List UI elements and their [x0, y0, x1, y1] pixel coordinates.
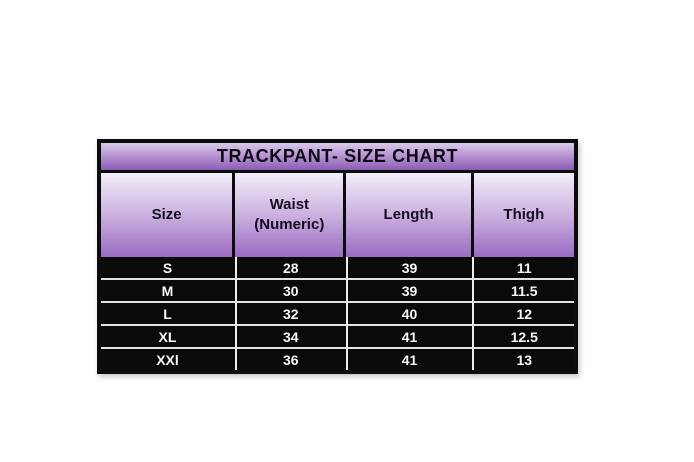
table-body: S 28 39 11 M 30 39 11.5 L 32 40 12 XL 34…: [101, 257, 574, 370]
cell-size: XL: [158, 328, 177, 345]
cell-waist: 32: [235, 303, 345, 324]
table-row-xxl: XXl 36 41 13: [101, 347, 574, 370]
cell-thigh: 13: [472, 349, 574, 370]
chart-title: TRACKPANT- SIZE CHART: [101, 143, 574, 173]
size-chart-table: TRACKPANT- SIZE CHART Size Waist (Numeri…: [97, 139, 578, 374]
cell-size: M: [161, 282, 174, 299]
cell-thigh: 12.5: [472, 326, 574, 347]
cell-size: L: [163, 305, 172, 322]
table-row-l: L 32 40 12: [101, 301, 574, 324]
cell-size: XXl: [156, 351, 179, 368]
cell-thigh: 11.5: [472, 280, 574, 301]
column-header-size: Size: [101, 173, 233, 257]
cell-thigh: 11: [472, 257, 574, 278]
column-header-thigh: Thigh: [473, 173, 574, 257]
cell-length: 39: [345, 280, 472, 301]
column-header-waist: Waist (Numeric): [235, 173, 344, 257]
table-row-s: S 28 39 11: [101, 257, 574, 278]
cell-length: 41: [345, 349, 472, 370]
cell-length: 41: [345, 326, 472, 347]
cell-waist: 28: [235, 257, 345, 278]
cell-size: S: [162, 259, 173, 276]
cell-waist: 30: [235, 280, 345, 301]
cell-length: 40: [345, 303, 472, 324]
cell-waist: 36: [235, 349, 345, 370]
table-row-xl: XL 34 41 12.5: [101, 324, 574, 347]
table-header-row: Size Waist (Numeric) Length Thigh: [101, 173, 574, 257]
table-row-m: M 30 39 11.5: [101, 278, 574, 301]
column-header-length: Length: [346, 173, 471, 257]
cell-waist: 34: [235, 326, 345, 347]
cell-thigh: 12: [472, 303, 574, 324]
cell-length: 39: [345, 257, 472, 278]
